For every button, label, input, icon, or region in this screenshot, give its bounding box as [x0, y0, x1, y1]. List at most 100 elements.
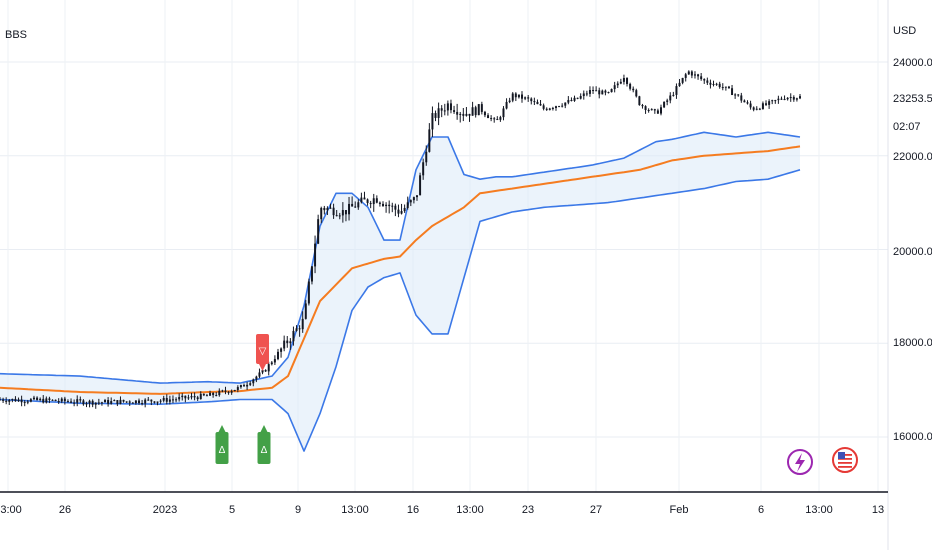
- candle: [147, 397, 150, 401]
- candle-body: [205, 395, 208, 397]
- candle-body: [641, 105, 644, 107]
- candle: [310, 266, 313, 285]
- candle-body: [718, 83, 721, 88]
- candle-body: [57, 400, 60, 402]
- candle: [289, 338, 292, 350]
- candle-body: [184, 395, 187, 399]
- candle-body: [39, 398, 42, 400]
- candle: [205, 393, 208, 397]
- time-tick-label: 13:00: [456, 504, 484, 516]
- candle: [693, 71, 696, 79]
- candle-body: [23, 401, 26, 403]
- candle: [32, 395, 35, 401]
- candle: [184, 395, 187, 403]
- candle: [227, 391, 230, 395]
- candle: [48, 396, 51, 404]
- candle: [635, 88, 638, 98]
- candle: [202, 393, 205, 397]
- candle: [641, 103, 644, 109]
- candle: [570, 97, 573, 102]
- candle-body: [301, 318, 304, 330]
- price-tick-label: 16000.00: [893, 431, 932, 443]
- flag-icon-canton: [838, 452, 845, 459]
- candle: [369, 200, 372, 209]
- candle-body: [437, 108, 440, 118]
- candle: [134, 400, 137, 405]
- candle-body: [635, 90, 638, 97]
- candle: [2, 397, 5, 403]
- candle-body: [73, 402, 76, 404]
- indicator-lines: [0, 131, 801, 452]
- candle: [267, 361, 270, 376]
- candle-body: [786, 97, 789, 100]
- candle: [734, 93, 737, 99]
- candle: [168, 395, 171, 405]
- candle: [171, 395, 174, 404]
- candle-body: [446, 103, 449, 111]
- flag-icon-stripe: [838, 466, 852, 468]
- candle: [255, 375, 258, 383]
- sell-signal-marker: ▽: [256, 334, 269, 371]
- candle: [545, 107, 548, 111]
- us-flag-icon[interactable]: [832, 447, 858, 473]
- time-axis[interactable]: 13:00 26 2023 5 9 13:00 16 13:00 23 27 Feb 6 13:00 13: [0, 504, 884, 516]
- candle-body: [524, 97, 527, 99]
- candle: [749, 100, 752, 110]
- candle-body: [595, 90, 598, 92]
- candle: [437, 102, 440, 126]
- candle-body: [697, 74, 700, 77]
- candle-body: [162, 397, 165, 401]
- candle: [110, 397, 113, 405]
- candle: [616, 81, 619, 89]
- candle: [573, 95, 576, 102]
- time-tick-label: 16: [407, 504, 419, 516]
- candle-body: [150, 399, 153, 402]
- candle: [153, 401, 156, 404]
- candle-body: [792, 97, 795, 100]
- candle: [141, 399, 144, 406]
- candle-body: [669, 95, 672, 101]
- candle: [91, 399, 94, 408]
- candle-body: [619, 81, 622, 84]
- candle: [715, 82, 718, 86]
- candle: [536, 99, 539, 105]
- candle: [446, 100, 449, 116]
- candle: [218, 388, 221, 397]
- candle-body: [406, 202, 409, 208]
- candle-body: [607, 92, 610, 94]
- indicator-label[interactable]: BBS: [5, 29, 27, 41]
- candle: [499, 115, 502, 122]
- candle-body: [638, 96, 641, 106]
- candle-body: [453, 110, 456, 112]
- candle-body: [749, 103, 752, 108]
- candle: [619, 78, 622, 85]
- candle: [51, 399, 54, 401]
- candle: [258, 368, 261, 379]
- candle: [554, 105, 557, 111]
- candle: [236, 385, 239, 393]
- candle-body: [601, 90, 604, 95]
- candle: [690, 70, 693, 79]
- candle: [521, 91, 524, 103]
- candle: [783, 95, 786, 101]
- candle: [113, 399, 116, 402]
- candle-body: [761, 103, 764, 110]
- candle-body: [542, 105, 545, 109]
- upper-band-line: [0, 131, 801, 384]
- time-tick-label: 13:00: [0, 504, 22, 516]
- candle-body: [567, 99, 570, 103]
- price-axis[interactable]: USD 24000.00 23253.56 02:07 22000.00 200…: [893, 25, 932, 443]
- candle-body: [440, 108, 443, 111]
- candle: [456, 103, 459, 120]
- candle: [366, 198, 369, 206]
- candle-body: [585, 93, 588, 95]
- candle: [477, 103, 480, 116]
- candle-body: [45, 398, 48, 403]
- candle: [638, 95, 641, 106]
- lightning-icon[interactable]: [787, 449, 813, 475]
- candle: [363, 191, 366, 200]
- candle-body: [530, 98, 533, 102]
- candle: [100, 401, 103, 406]
- candle: [249, 381, 252, 386]
- candle: [125, 401, 128, 404]
